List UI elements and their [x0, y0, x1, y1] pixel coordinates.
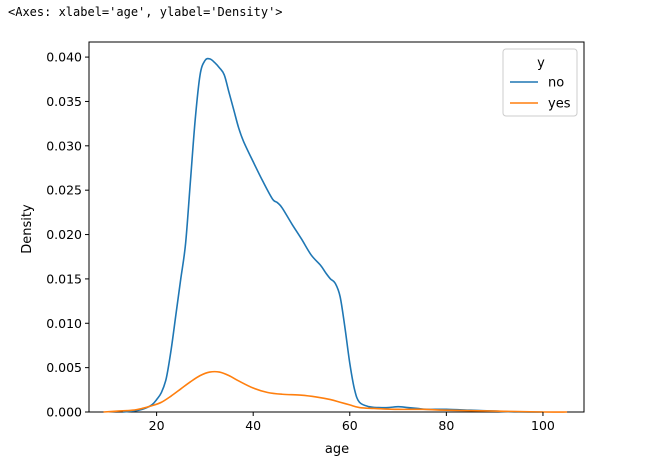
x-axis: 20 40 60 80 100 — [149, 412, 555, 433]
legend-box — [502, 48, 578, 117]
y-tick-label: 0.020 — [46, 227, 82, 242]
y-tick-label: 0.015 — [46, 271, 82, 286]
y-tick-label: 0.025 — [46, 183, 82, 198]
legend-items: no yes — [510, 76, 571, 112]
x-tick-label: 80 — [438, 418, 454, 433]
series-line-yes — [103, 370, 568, 413]
y-tick-label: 0.035 — [46, 94, 82, 109]
legend-title: y — [537, 56, 545, 71]
y-tick-label: 0.030 — [46, 138, 82, 153]
y-tick-label: 0.005 — [46, 360, 82, 375]
y-tick-label: 0.040 — [46, 50, 82, 65]
x-tick-label: 60 — [342, 418, 358, 433]
series-line-no — [122, 57, 543, 413]
x-tick-label: 40 — [245, 418, 261, 433]
series-layer — [103, 57, 568, 413]
x-axis-label: age — [325, 442, 349, 457]
output-repr-text: <Axes: xlabel='age', ylabel='Density'> — [8, 5, 283, 19]
y-axis-label: Density — [20, 204, 35, 254]
y-tick-label: 0.000 — [46, 405, 82, 420]
plot-frame — [88, 41, 585, 413]
legend-label-yes: yes — [548, 97, 571, 112]
x-tick-label: 20 — [149, 418, 165, 433]
legend-label-no: no — [548, 76, 564, 91]
y-axis: 0.000 0.005 0.010 0.015 0.020 0.025 0.030 0.035… — [46, 50, 89, 420]
y-tick-label: 0.010 — [46, 316, 82, 331]
legend: y no yes — [502, 48, 578, 117]
x-tick-label: 100 — [531, 418, 555, 433]
